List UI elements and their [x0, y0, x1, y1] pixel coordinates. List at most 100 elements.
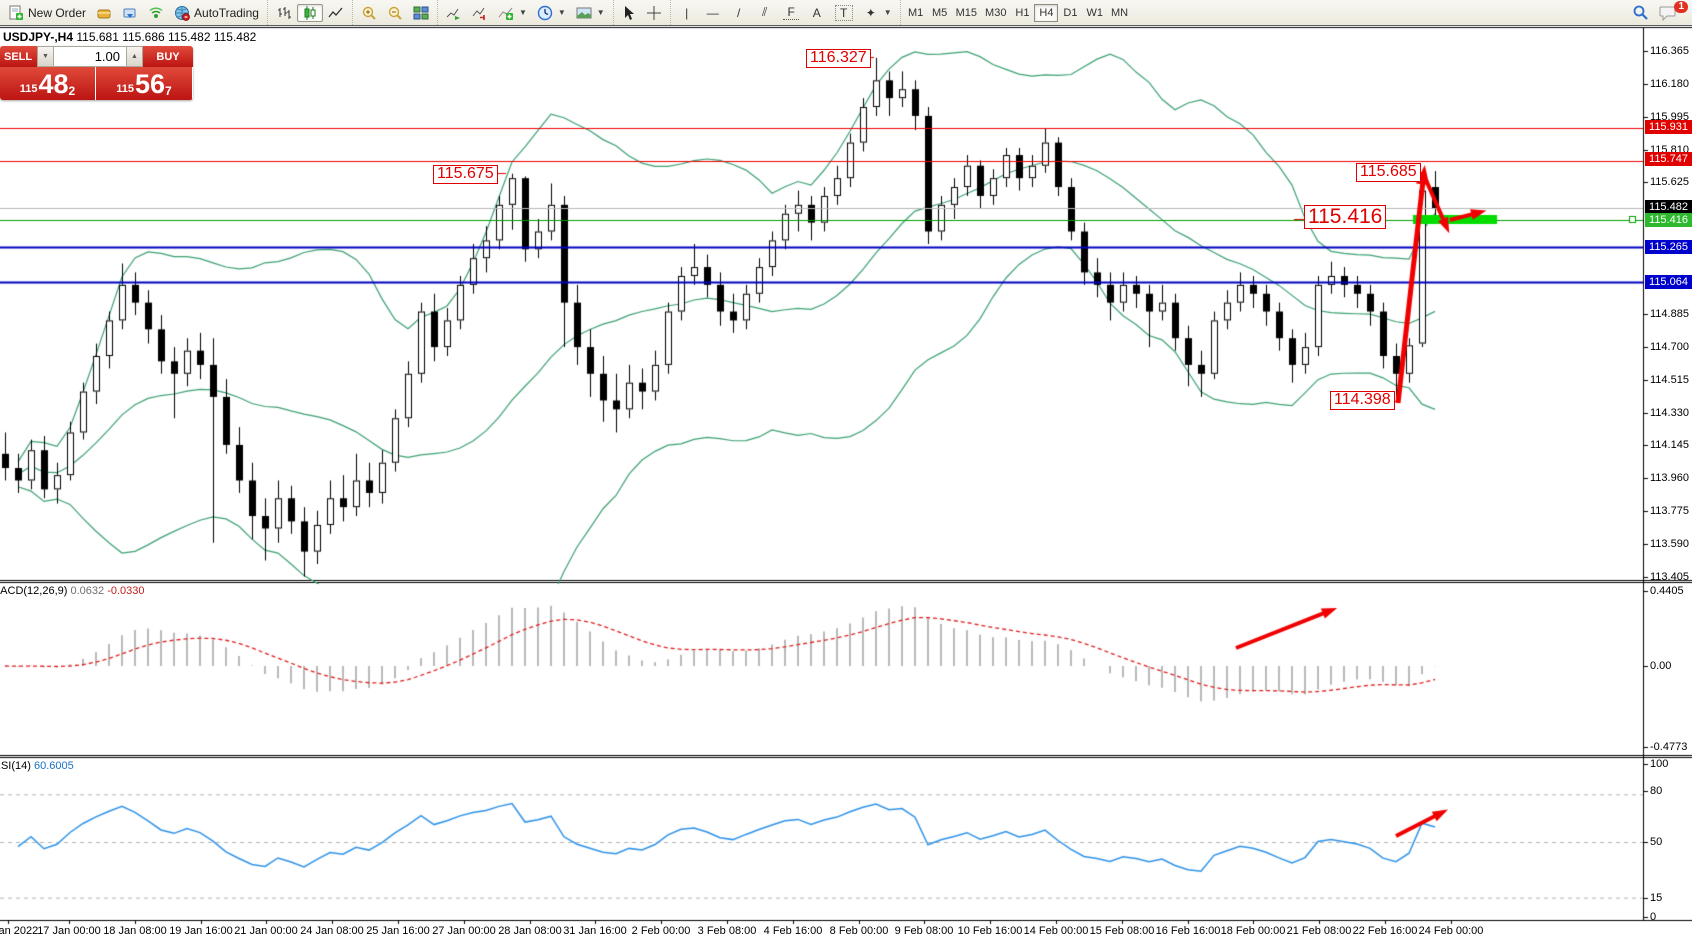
- ohlc-values: 115.681 115.686 115.482 115.482: [76, 30, 257, 44]
- price-badge: 115.747: [1645, 152, 1692, 166]
- price-tick: 114.700: [1650, 341, 1689, 353]
- buy-price-sup: 7: [165, 84, 172, 98]
- time-label: 21 Jan 00:00: [234, 925, 298, 937]
- price-tick: 114.515: [1650, 374, 1689, 386]
- bar-chart-button[interactable]: [271, 4, 297, 22]
- line-chart-button[interactable]: [323, 4, 349, 22]
- time-label: 15 Feb 08:00: [1089, 925, 1155, 937]
- price-tick: 116.365: [1650, 45, 1689, 57]
- time-label: 27 Jan 00:00: [432, 925, 496, 937]
- tf-mn[interactable]: MN: [1110, 6, 1129, 19]
- chat-button[interactable]: 1: [1654, 0, 1688, 22]
- price-tick: 114.330: [1650, 407, 1689, 419]
- fibonacci-button[interactable]: F: [778, 4, 804, 22]
- chart-shift-icon: [472, 7, 485, 20]
- tile-windows-icon: [413, 6, 429, 19]
- price-tick: 113.775: [1650, 505, 1689, 517]
- text-button[interactable]: A: [804, 4, 830, 22]
- time-label: 24 Jan 08:00: [300, 925, 364, 937]
- tf-h4[interactable]: H4: [1034, 3, 1059, 22]
- signals-icon: [149, 6, 163, 18]
- price-badge: 115.416: [1645, 213, 1692, 227]
- chat-unread-badge: 1: [1674, 0, 1688, 13]
- time-label: 31 Jan 16:00: [563, 925, 627, 937]
- publisher-button[interactable]: [117, 4, 143, 22]
- price-tick: 113.590: [1650, 538, 1689, 550]
- autotrading-button[interactable]: AutoTrading: [169, 4, 264, 22]
- rsi-value: 60.6005: [33, 760, 74, 772]
- lot-size-input[interactable]: [54, 46, 126, 67]
- trendline-button[interactable]: /: [726, 4, 752, 22]
- candlestick-chart-button[interactable]: [296, 3, 323, 22]
- macd-label: MACD(12,26,9) 0.0632 -0.0330: [0, 585, 145, 597]
- vline-icon: |: [685, 5, 689, 20]
- indicators-button[interactable]: ▼: [493, 4, 532, 22]
- time-label: 3 Feb 08:00: [697, 925, 757, 937]
- tf-m15[interactable]: M15: [955, 6, 978, 19]
- lot-increase-button[interactable]: ▲: [126, 46, 143, 67]
- sell-price-small: 115: [19, 83, 38, 95]
- horizontal-line-button[interactable]: —: [700, 4, 726, 22]
- zoom-out-button[interactable]: [382, 4, 408, 22]
- arrows-caret-icon: ▼: [883, 8, 892, 17]
- chart-title: USDJPY-,H4 115.681 115.686 115.482 115.4…: [3, 30, 256, 44]
- symbol-period-label: USDJPY-,H4: [3, 30, 74, 44]
- macd-signal-value: -0.0330: [107, 585, 145, 597]
- sell-button[interactable]: SELL: [0, 46, 37, 67]
- tf-h1[interactable]: H1: [1015, 6, 1030, 19]
- price-badge: 115.482: [1645, 200, 1692, 214]
- buy-button[interactable]: BUY: [143, 46, 193, 67]
- tile-windows-button[interactable]: [408, 4, 434, 22]
- sell-price-button[interactable]: 115 48 2: [0, 67, 96, 100]
- chart-shift-button[interactable]: [467, 4, 493, 22]
- fibonacci-icon: F: [782, 5, 799, 20]
- new-order-button[interactable]: New Order: [3, 4, 91, 22]
- price-tick: 114.145: [1650, 439, 1689, 451]
- price-tick: 114.885: [1650, 308, 1689, 320]
- zoom-out-icon: [388, 6, 402, 20]
- signals-button[interactable]: [143, 4, 169, 22]
- tf-m1[interactable]: M1: [908, 6, 924, 19]
- time-label: 14 Jan 2022: [0, 925, 39, 937]
- lot-decrease-button[interactable]: ▼: [37, 46, 54, 67]
- tf-m30[interactable]: M30: [985, 6, 1007, 19]
- tf-w1[interactable]: W1: [1086, 6, 1103, 19]
- price-tick: 116.180: [1650, 78, 1689, 90]
- channel-button[interactable]: ⫽: [752, 4, 778, 22]
- price-annotation-label: 116.327: [806, 49, 871, 68]
- search-button[interactable]: [1627, 4, 1654, 22]
- arrows-button[interactable]: ✦ ▼: [858, 4, 897, 22]
- crosshair-button[interactable]: [641, 4, 667, 22]
- time-label: 17 Jan 00:00: [37, 925, 101, 937]
- text-label-button[interactable]: T: [830, 4, 858, 22]
- time-label: 14 Feb 00:00: [1023, 925, 1089, 937]
- templates-caret-icon: ▼: [596, 8, 605, 17]
- periods-button[interactable]: ▼: [532, 4, 571, 22]
- zoom-in-button[interactable]: [356, 4, 382, 22]
- vertical-line-button[interactable]: |: [674, 4, 700, 22]
- trendline-icon: /: [737, 5, 741, 20]
- cursor-icon: [624, 5, 634, 20]
- cursor-button[interactable]: [617, 4, 641, 22]
- deposit-button[interactable]: [91, 4, 117, 22]
- autoscroll-icon: [446, 8, 460, 20]
- shapes-icon: ✦: [865, 5, 876, 20]
- tf-d1[interactable]: D1: [1063, 6, 1078, 19]
- templates-button[interactable]: ▼: [571, 4, 610, 22]
- time-label: 9 Feb 08:00: [894, 925, 954, 937]
- time-label: 22 Feb 16:00: [1352, 925, 1418, 937]
- tf-m5[interactable]: M5: [932, 6, 948, 19]
- time-label: 28 Jan 08:00: [498, 925, 562, 937]
- rsi-name: RSI(14): [0, 760, 31, 772]
- buy-price-button[interactable]: 115 56 7: [96, 67, 192, 100]
- autoscroll-button[interactable]: [441, 4, 467, 22]
- macd-main-value: 0.0632: [70, 585, 105, 597]
- price-annotation-label: 114.398: [1330, 391, 1395, 410]
- rsi-label: RSI(14) 60.6005: [0, 760, 74, 772]
- time-label: 19 Jan 16:00: [169, 925, 233, 937]
- time-label: 21 Feb 08:00: [1286, 925, 1352, 937]
- rsi-tick: 80: [1650, 785, 1663, 797]
- timeframe-group: M1 M5 M15 M30 H1 H4 D1 W1 MN: [899, 0, 1135, 25]
